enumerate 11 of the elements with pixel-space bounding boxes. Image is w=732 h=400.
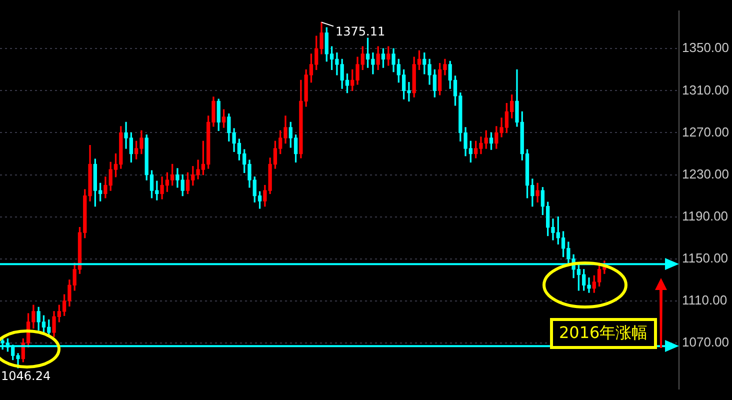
y-tick-label: 1310.00 <box>682 82 730 98</box>
y-tick-label: 1110.00 <box>682 292 728 308</box>
y-tick-label: 1070.00 <box>682 334 730 350</box>
y-tick-label: 1230.00 <box>682 166 730 182</box>
y-tick-label: 1350.00 <box>682 40 730 56</box>
y-tick-label: 1150.00 <box>682 250 728 266</box>
annotation: 1046.24 <box>1 369 51 384</box>
y-tick-label: 1270.00 <box>682 124 730 140</box>
annotation: 1375.11 <box>336 24 386 38</box>
y-tick-label: 1190.00 <box>682 208 728 224</box>
annotation: 2016年涨幅 <box>550 318 657 349</box>
